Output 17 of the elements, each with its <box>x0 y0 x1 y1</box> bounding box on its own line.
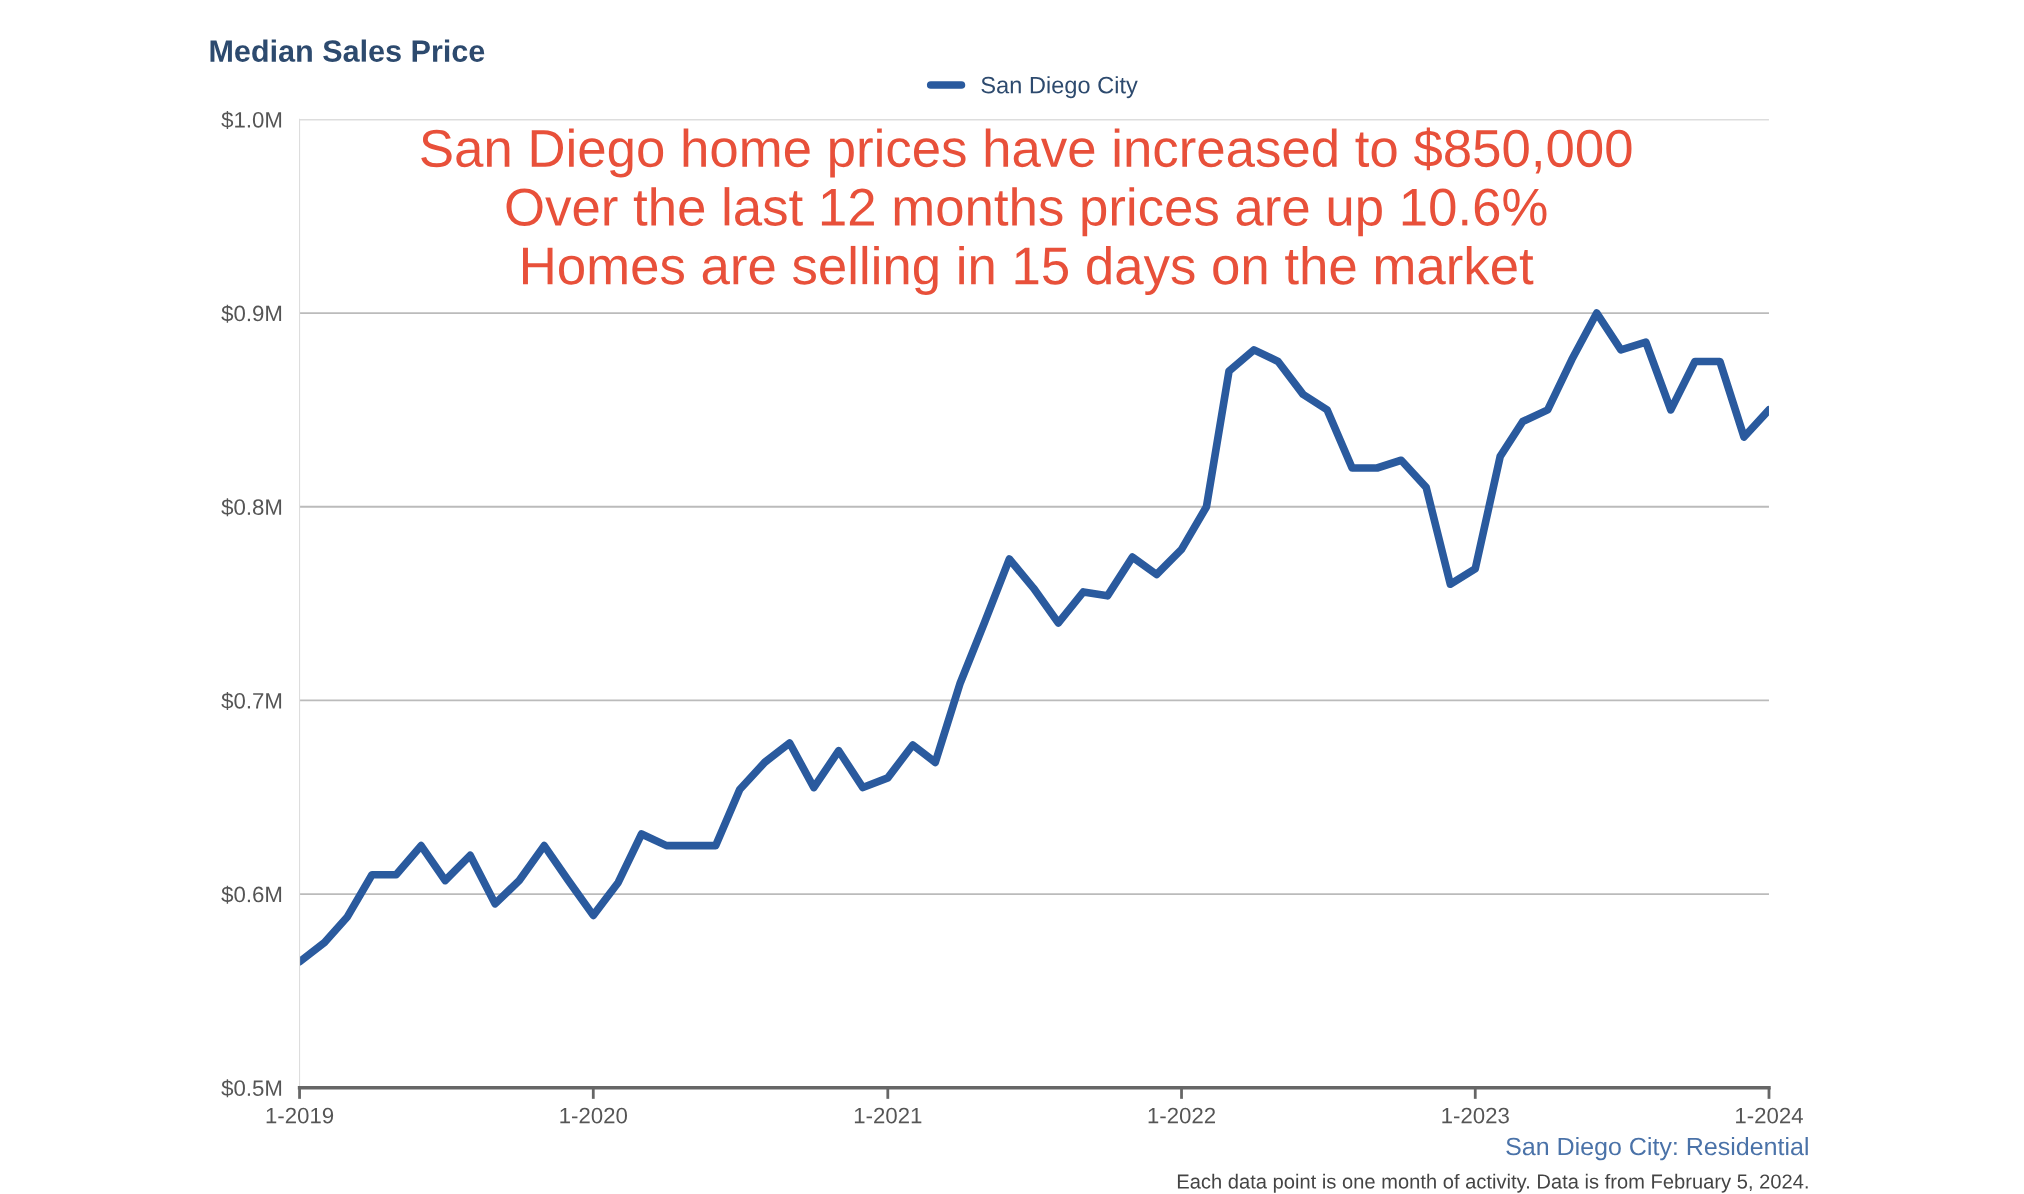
x-tick-label: 1-2020 <box>560 1107 628 1124</box>
x-tick-label: 1-2023 <box>1442 1107 1509 1124</box>
y-tick-label: $1.0M <box>221 111 282 129</box>
y-tick-label: $0.5M <box>221 1079 282 1098</box>
y-tick-label: $0.7M <box>221 692 282 710</box>
legend-label: San Diego City <box>981 76 1138 99</box>
text: Each data point is one month of activity. Data is from February 5, 2024. <box>1177 1173 1808 1193</box>
y-tick-label: $0.8M <box>221 498 282 517</box>
x-tick-label: 1-2019 <box>266 1107 334 1124</box>
y-tick-label: $0.9M <box>221 304 282 323</box>
y-tick-label: $0.6M <box>221 885 282 904</box>
x-tick-label: 1-2024 <box>1736 1107 1803 1124</box>
chart-title: Median Sales Price <box>210 39 485 62</box>
text: San Diego City: Residential <box>1506 1136 1808 1161</box>
x-tick-label: 1-2021 <box>854 1107 922 1124</box>
x-tick-label: 1-2022 <box>1148 1107 1216 1124</box>
annotation: San Diego home prices have increased to $850,000 Over the last 12 months prices are up 10.6% Homes are selling in 15 days on the market <box>421 127 1632 296</box>
